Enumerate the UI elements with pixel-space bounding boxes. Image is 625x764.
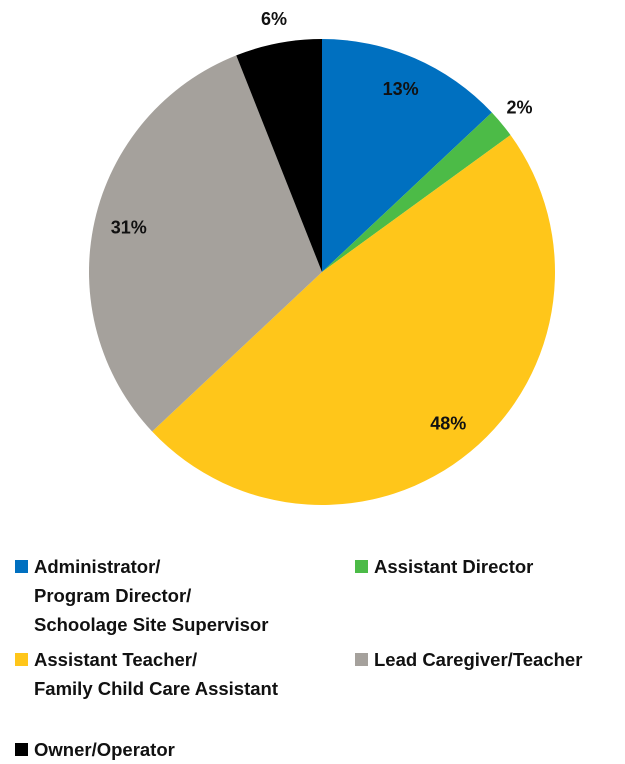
- legend-swatch: [355, 560, 368, 573]
- legend-item: Assistant Teacher/ Family Child Care Ass…: [15, 645, 278, 703]
- value-label: 6%: [261, 9, 287, 29]
- legend-swatch: [15, 743, 28, 756]
- legend-label: Assistant Director: [374, 556, 534, 577]
- legend-item: Assistant Director: [355, 552, 533, 581]
- pie-slice: [88, 55, 322, 432]
- chart: 13% 2% 48% 31% 6%: [88, 9, 555, 506]
- pie-slice: [322, 112, 511, 273]
- legend-swatch: [355, 653, 368, 666]
- pie-slice: [236, 39, 322, 272]
- value-label: 31%: [111, 218, 147, 238]
- legend-label: Administrator/ Program Director/ Schoola…: [34, 556, 269, 635]
- legend-label: Owner/Operator: [34, 739, 175, 760]
- legend-item: Administrator/ Program Director/ Schoola…: [15, 552, 268, 639]
- legend-item: Owner/Operator: [15, 735, 175, 764]
- legend-label: Lead Caregiver/Teacher: [374, 649, 583, 670]
- legend-label: Assistant Teacher/ Family Child Care Ass…: [34, 649, 278, 699]
- legend-item: Lead Caregiver/Teacher: [355, 645, 582, 674]
- legend-swatch: [15, 560, 28, 573]
- value-label: 2%: [506, 97, 532, 117]
- value-label: 48%: [430, 413, 466, 433]
- legend-swatch: [15, 653, 28, 666]
- pie-slice: [152, 135, 555, 506]
- pie-slice: [322, 39, 492, 272]
- value-label: 13%: [383, 79, 419, 99]
